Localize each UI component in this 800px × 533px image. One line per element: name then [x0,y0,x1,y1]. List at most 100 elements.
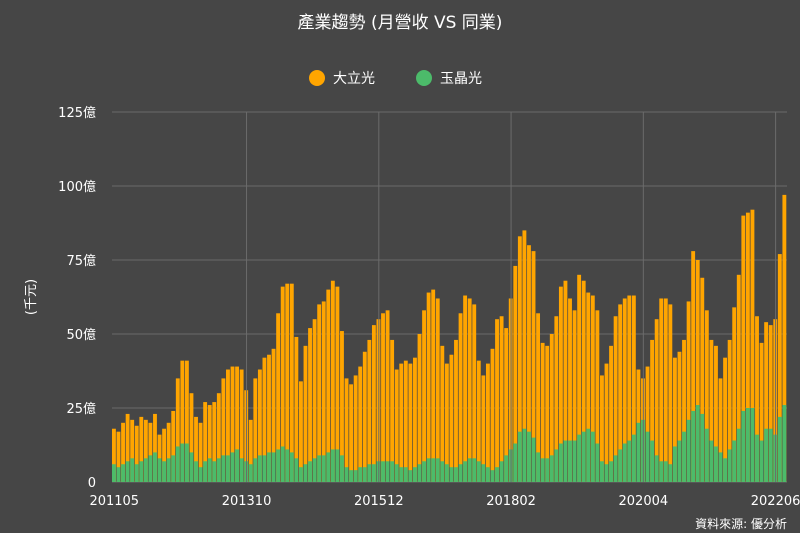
bar-gseo[interactable] [467,458,472,482]
bar-largan[interactable] [682,339,686,482]
bar-gseo[interactable] [403,467,408,482]
bar-gseo[interactable] [586,428,591,482]
bar-gseo[interactable] [568,440,572,482]
bar-gseo[interactable] [613,455,618,482]
bar-gseo[interactable] [235,449,240,482]
bar-gseo[interactable] [700,413,705,482]
bar-gseo[interactable] [691,410,696,482]
bar-gseo[interactable] [782,405,787,482]
bar-gseo[interactable] [741,410,746,482]
bar-largan[interactable] [454,339,458,482]
bar-largan[interactable] [668,304,673,482]
bar-largan[interactable] [463,295,468,482]
bar-largan[interactable] [444,363,449,482]
bar-gseo[interactable] [545,458,550,482]
bar-gseo[interactable] [335,449,340,482]
bar-largan[interactable] [184,360,189,482]
bar-largan[interactable] [590,295,595,482]
bar-gseo[interactable] [321,455,326,482]
bar-largan[interactable] [618,304,623,482]
bar-gseo[interactable] [654,455,659,482]
bar-largan[interactable] [568,298,572,482]
bar-gseo[interactable] [440,461,445,482]
bar-gseo[interactable] [280,446,285,482]
bar-gseo[interactable] [248,464,253,482]
bar-largan[interactable] [385,310,390,482]
bar-largan[interactable] [732,307,737,482]
bar-gseo[interactable] [764,428,769,482]
bar-largan[interactable] [116,431,121,482]
bar-gseo[interactable] [513,443,518,482]
bar-largan[interactable] [504,328,509,482]
bar-largan[interactable] [362,351,367,482]
bar-largan[interactable] [663,298,668,482]
bar-gseo[interactable] [207,458,212,482]
bar-largan[interactable] [700,277,705,482]
bar-largan[interactable] [631,295,636,482]
bar-largan[interactable] [271,348,276,482]
bar-largan[interactable] [449,354,454,482]
bar-largan[interactable] [604,363,609,482]
bar-gseo[interactable] [276,449,281,482]
bar-gseo[interactable] [426,458,431,482]
bar-gseo[interactable] [221,455,226,482]
bar-largan[interactable] [239,369,244,482]
bar-gseo[interactable] [682,431,686,482]
bar-gseo[interactable] [226,455,230,482]
bar-largan[interactable] [435,298,440,482]
bar-gseo[interactable] [531,437,536,482]
bar-largan[interactable] [485,363,490,482]
bar-largan[interactable] [736,274,741,482]
bar-largan[interactable] [572,310,577,482]
bar-gseo[interactable] [704,428,709,482]
bar-gseo[interactable] [267,452,271,482]
bar-gseo[interactable] [522,428,527,482]
bar-largan[interactable] [472,304,477,482]
legend-label-largan[interactable]: 大立光 [333,71,375,87]
bar-largan[interactable] [563,280,568,482]
bar-gseo[interactable] [485,467,490,482]
bar-largan[interactable] [691,251,696,482]
bar-largan[interactable] [782,194,787,482]
bar-largan[interactable] [408,363,413,482]
bar-gseo[interactable] [166,458,171,482]
bar-gseo[interactable] [499,461,504,482]
bar-largan[interactable] [257,369,262,482]
bar-largan[interactable] [212,402,217,482]
bar-gseo[interactable] [390,461,395,482]
bar-largan[interactable] [745,212,750,482]
bar-gseo[interactable] [371,464,376,482]
legend-label-gseo[interactable]: 玉晶光 [440,71,482,87]
bar-largan[interactable] [235,366,240,482]
bar-gseo[interactable] [481,464,486,482]
bar-gseo[interactable] [540,458,545,482]
bar-gseo[interactable] [184,443,189,482]
bar-gseo[interactable] [750,408,755,482]
bar-largan[interactable] [517,236,522,482]
bar-largan[interactable] [426,292,431,482]
bar-gseo[interactable] [171,455,176,482]
bar-gseo[interactable] [581,431,586,482]
bar-largan[interactable] [349,384,354,482]
bar-gseo[interactable] [718,452,723,482]
bar-largan[interactable] [545,345,550,482]
bar-gseo[interactable] [755,434,759,482]
bar-largan[interactable] [586,292,591,482]
bar-largan[interactable] [280,286,285,482]
bar-largan[interactable] [171,410,176,482]
bar-largan[interactable] [704,310,709,482]
bar-gseo[interactable] [358,467,363,482]
bar-largan[interactable] [727,339,732,482]
bar-gseo[interactable] [349,470,354,482]
bar-largan[interactable] [399,363,404,482]
bar-largan[interactable] [645,366,650,482]
bar-gseo[interactable] [121,464,125,482]
bar-largan[interactable] [321,301,326,482]
bar-gseo[interactable] [549,455,554,482]
bar-largan[interactable] [340,331,344,482]
bar-largan[interactable] [344,378,349,482]
bar-gseo[interactable] [435,458,440,482]
bar-gseo[interactable] [157,458,162,482]
bar-gseo[interactable] [308,461,312,482]
bar-gseo[interactable] [622,443,627,482]
